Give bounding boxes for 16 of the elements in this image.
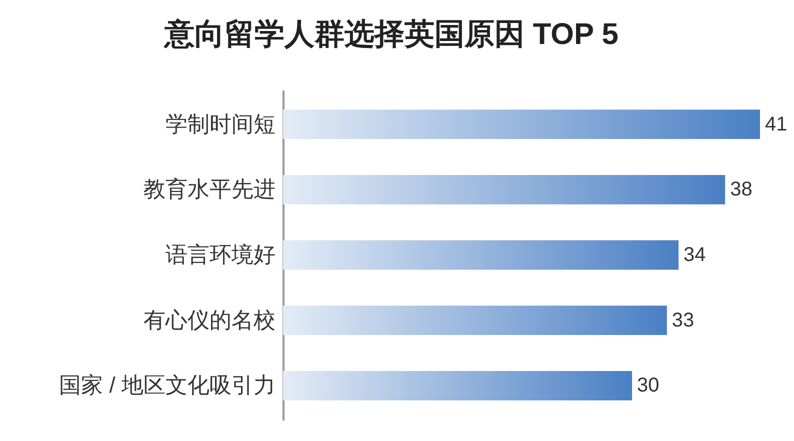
data-label: 34 — [684, 244, 706, 266]
bar — [283, 110, 760, 140]
data-label: 30 — [637, 374, 660, 397]
bar — [283, 370, 632, 400]
y-tick-label: 教育水平先进 — [144, 176, 276, 202]
y-tick-label: 国家 / 地区文化吸引力 — [59, 372, 276, 398]
y-tick-label: 学制时间短 — [166, 111, 276, 136]
bar — [283, 174, 726, 204]
bar — [283, 240, 679, 270]
data-label: 38 — [730, 178, 752, 201]
bar — [283, 306, 667, 336]
y-tick-label: 语言环境好 — [166, 242, 276, 267]
data-label: 33 — [672, 309, 694, 332]
y-tick-label: 有心仪的名校 — [144, 307, 276, 332]
data-label: 41 — [765, 113, 788, 136]
chart-title: 意向留学人群选择英国原因 TOP 5 — [162, 18, 618, 51]
